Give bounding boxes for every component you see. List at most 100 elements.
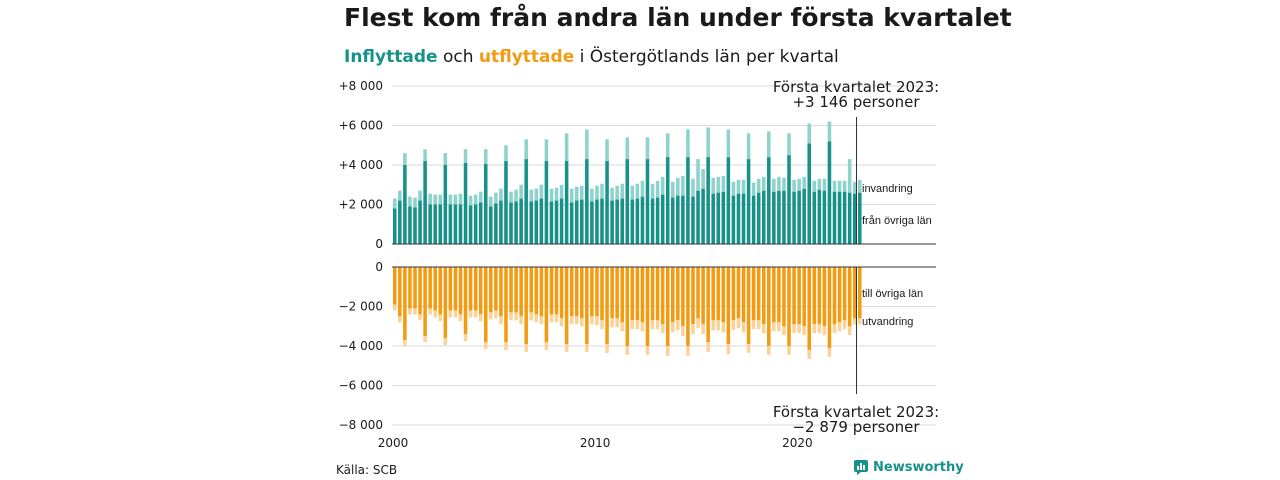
bar-inflow-domestic	[620, 198, 624, 244]
bar-inflow-immigration	[595, 185, 599, 200]
bar-outflow-domestic	[564, 267, 569, 345]
bar-inflow-domestic	[605, 161, 609, 244]
bar-outflow-emigration	[706, 342, 710, 352]
series-label-invandring: invandring	[862, 183, 913, 195]
bar-outflow-domestic	[691, 267, 695, 325]
bar-outflow-domestic	[559, 267, 564, 319]
bar-outflow-emigration	[428, 308, 432, 315]
bar-inflow-immigration	[559, 184, 564, 199]
annotations: Första kvartalet 2023:+3 146 personerFör…	[773, 78, 939, 436]
bar-outflow-domestic	[756, 267, 761, 321]
bar-outflow-domestic	[478, 267, 483, 315]
bar-outflow-emigration	[509, 312, 513, 321]
bar-inflow-domestic	[499, 200, 503, 244]
bar-outflow-domestic	[408, 267, 412, 309]
bar-inflow-immigration	[731, 181, 736, 196]
bar-outflow-emigration	[630, 320, 635, 330]
bar-outflow-emigration	[463, 334, 468, 342]
bar-inflow-immigration	[499, 188, 503, 201]
bar-inflow-domestic	[802, 188, 806, 244]
subtitle-and: och	[437, 47, 479, 67]
bar-inflow-immigration	[777, 176, 781, 191]
bar-outflow-domestic	[448, 267, 453, 311]
bar-inflow-domestic	[509, 202, 513, 244]
bar-inflow-domestic	[852, 193, 857, 244]
bar-inflow-immigration	[655, 180, 660, 198]
annotation-bottom-line2: −2 879 personer	[792, 418, 920, 436]
bar-outflow-domestic	[529, 267, 534, 313]
bar-outflow-domestic	[463, 267, 468, 335]
bar-inflow-domestic	[443, 165, 448, 244]
bar-inflow-domestic	[504, 161, 508, 244]
bar-outflow-domestic	[782, 267, 786, 327]
bar-outflow-domestic	[761, 267, 766, 325]
grid-lines	[392, 85, 936, 426]
bar-inflow-domestic	[423, 161, 427, 244]
bar-outflow-domestic	[590, 267, 594, 317]
bar-inflow-immigration	[529, 189, 534, 202]
bar-outflow-emigration	[519, 316, 523, 325]
bar-outflow-emigration	[524, 344, 528, 352]
bar-inflow-immigration	[574, 186, 579, 201]
bar-outflow-domestic	[852, 267, 857, 319]
bar-outflow-domestic	[499, 267, 503, 317]
bar-inflow-domestic	[847, 192, 852, 244]
bar-outflow-domestic	[787, 267, 791, 346]
bar-inflow-immigration	[418, 190, 422, 201]
bar-inflow-domestic	[408, 206, 412, 244]
bar-inflow-immigration	[706, 127, 710, 158]
bar-outflow-domestic	[549, 267, 554, 315]
bar-inflow-immigration	[610, 187, 614, 201]
bar-outflow-domestic	[817, 267, 822, 325]
y-tick-label-bottom: −8 000	[339, 418, 383, 432]
bar-outflow-emigration	[468, 310, 473, 318]
bar-outflow-emigration	[670, 322, 675, 333]
bar-outflow-domestic	[676, 267, 680, 321]
bar-inflow-domestic	[777, 190, 781, 244]
series-label-till-ovriga-lan: till övriga län	[862, 288, 923, 300]
bar-outflow-emigration	[746, 344, 751, 353]
bar-inflow-domestic	[696, 190, 700, 244]
bar-inflow-domestic	[524, 159, 528, 244]
bar-inflow-immigration	[600, 183, 604, 199]
bar-outflow-domestic	[772, 267, 776, 323]
bar-outflow-domestic	[514, 267, 518, 313]
bar-inflow-immigration	[660, 176, 665, 195]
bar-inflow-domestic	[650, 198, 655, 244]
bar-inflow-domestic	[817, 189, 822, 244]
bar-outflow-domestic	[670, 267, 675, 323]
bar-outflow-domestic	[615, 267, 619, 319]
bar-inflow-immigration	[746, 133, 751, 160]
bar-inflow-immigration	[792, 179, 796, 192]
bar-inflow-domestic	[549, 201, 554, 244]
bar-inflow-domestic	[797, 190, 801, 244]
bar-inflow-domestic	[564, 161, 569, 244]
bar-inflow-immigration	[549, 188, 554, 202]
series-label-utvandring: utvandring	[862, 316, 913, 328]
bar-outflow-domestic	[489, 267, 493, 313]
bar-outflow-domestic	[600, 267, 604, 321]
y-tick-label-top: +2 000	[339, 198, 383, 212]
bar-outflow-emigration	[448, 310, 453, 318]
annotation-top-line1: Första kvartalet 2023:	[773, 78, 939, 96]
bar-inflow-immigration	[438, 194, 443, 205]
x-tick-label: 2010	[580, 436, 611, 450]
y-tick-label-top: +4 000	[339, 158, 383, 172]
bar-inflow-immigration	[686, 129, 690, 158]
bar-inflow-immigration	[716, 176, 721, 193]
bar-inflow-domestic	[772, 191, 776, 244]
bar-inflow-domestic	[403, 165, 407, 244]
bar-inflow-immigration	[423, 149, 427, 162]
bar-inflow-immigration	[797, 178, 801, 191]
bar-outflow-emigration	[847, 326, 852, 336]
bar-outflow-emigration	[458, 314, 463, 322]
bar-outflow-domestic	[544, 267, 549, 343]
bar-outflow-emigration	[564, 344, 569, 352]
bar-outflow-domestic	[847, 267, 852, 327]
bar-inflow-immigration	[494, 192, 498, 204]
bar-inflow-immigration	[726, 129, 731, 158]
bar-outflow-domestic	[777, 267, 781, 323]
bar-outflow-domestic	[645, 267, 650, 346]
bar-outflow-domestic	[539, 267, 544, 317]
bar-outflow-emigration	[544, 342, 549, 350]
